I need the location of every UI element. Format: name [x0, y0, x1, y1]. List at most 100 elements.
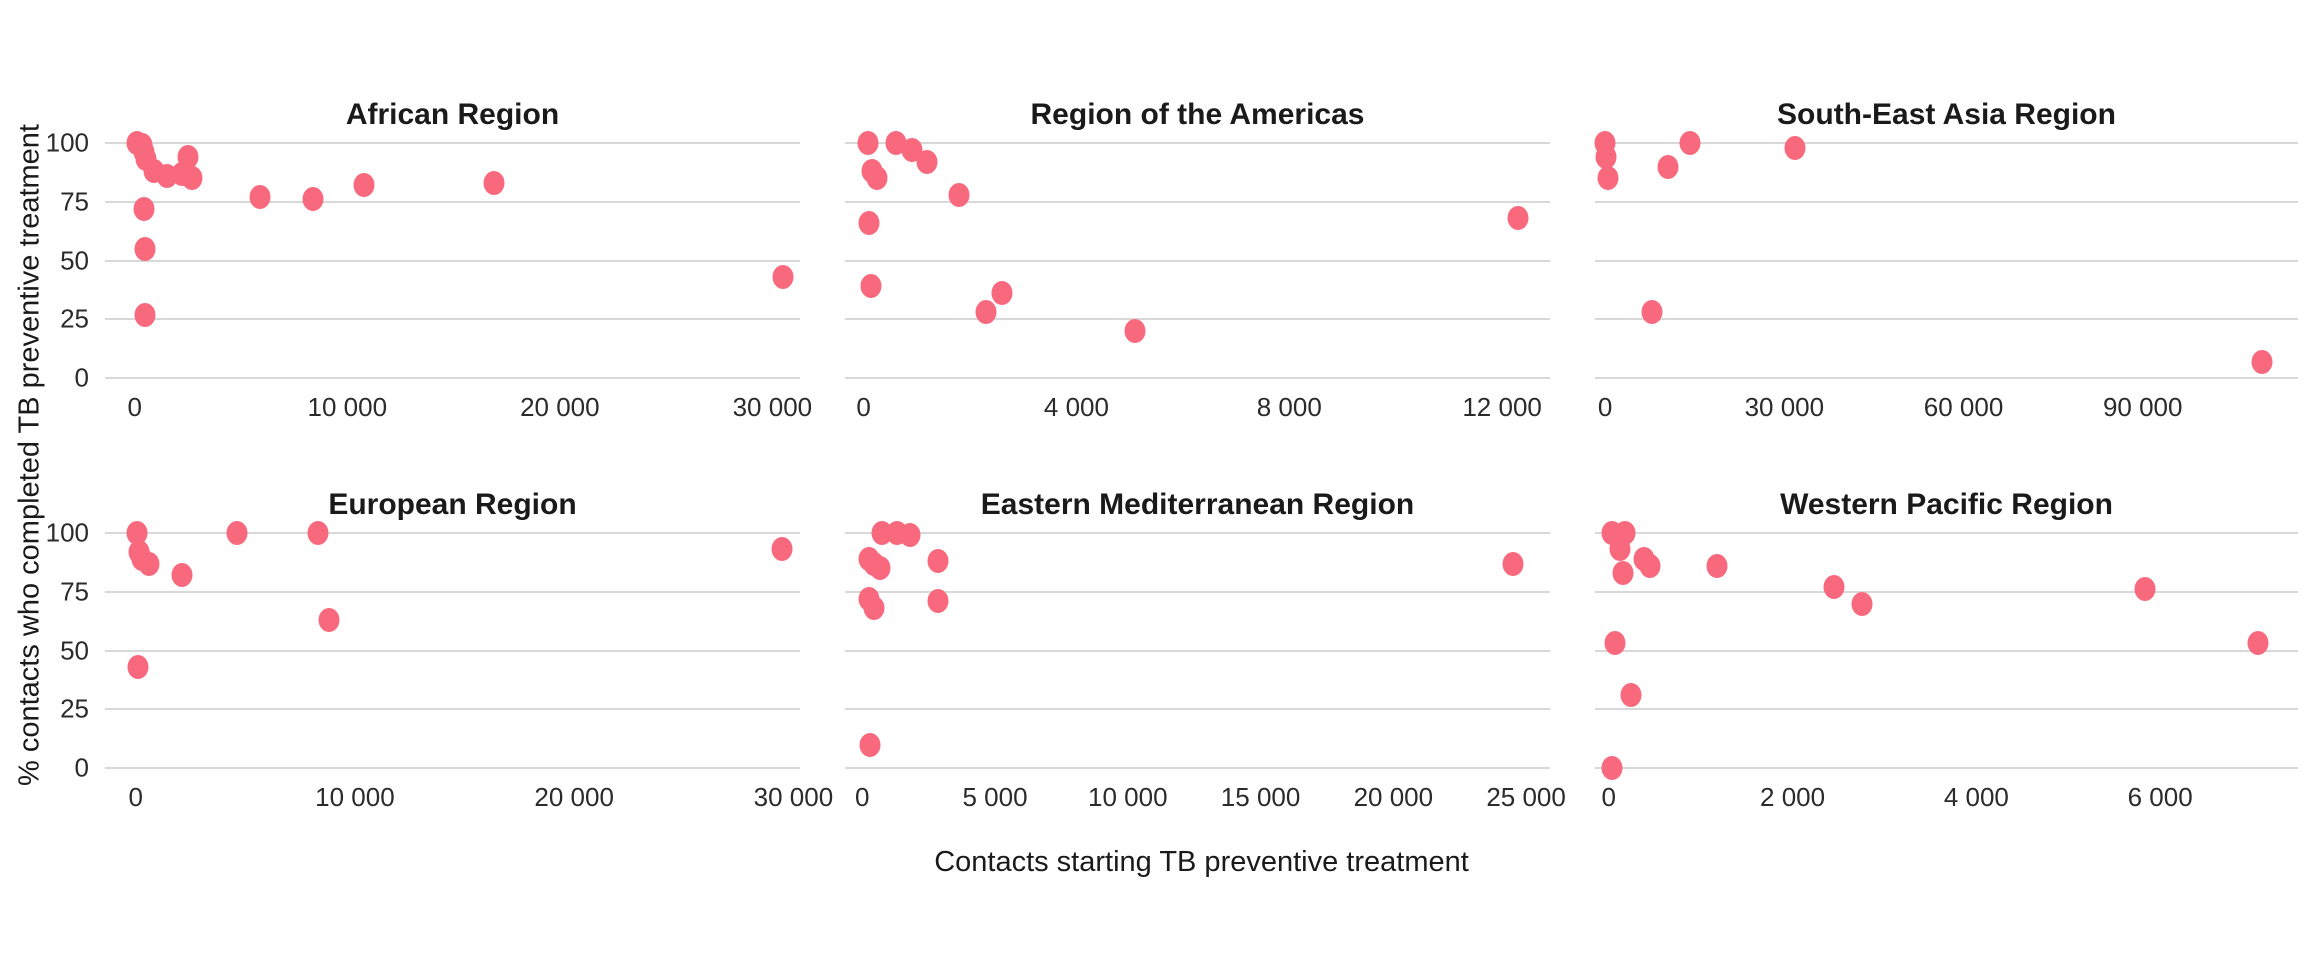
data-point: [1609, 537, 1631, 562]
x-tick-label: 30 000: [732, 392, 813, 422]
x-axis-tick-labels: 0 2 000 4 000 6 000: [1595, 782, 2298, 818]
gridline-y-75: [1595, 200, 2298, 203]
y-tick-label: 100: [45, 517, 89, 548]
data-point: [927, 549, 949, 574]
gridline-y-75: [845, 590, 1550, 593]
plot-area: [845, 131, 1550, 379]
facet-panel: Western Pacific Region 0 2 000 4 000 6 000: [1595, 450, 2298, 840]
data-point: [1507, 206, 1529, 231]
x-tick-label: 5 000: [962, 782, 1028, 812]
gridline-y-50: [105, 259, 800, 262]
data-point: [177, 145, 199, 170]
gridline-y-25: [845, 318, 1550, 321]
data-point: [859, 732, 881, 757]
gridline-y-50: [845, 259, 1550, 262]
x-tick-label: 20 000: [534, 782, 614, 812]
x-tick-label: 15 000: [1220, 782, 1301, 812]
x-tick-label: 30 000: [1744, 392, 1825, 422]
y-tick-label: 75: [60, 186, 89, 217]
panel-title: Region of the Americas: [1030, 98, 1365, 131]
gridline-y-0: [845, 377, 1550, 379]
data-point: [772, 264, 794, 289]
data-point: [353, 173, 375, 198]
gridline-y-50: [845, 649, 1550, 652]
data-point: [1502, 551, 1524, 576]
x-tick-label: 0: [1601, 782, 1617, 812]
gridline-y-75: [845, 200, 1550, 203]
data-point: [1124, 319, 1146, 343]
data-point: [1706, 553, 1728, 578]
gridline-y-25: [105, 318, 800, 321]
y-tick-label: 0: [74, 362, 89, 393]
data-point: [138, 551, 160, 576]
gridline-y-25: [1595, 708, 2298, 711]
x-axis-tick-labels: 0 10 000 20 000 30 000: [105, 392, 813, 428]
panel-title: Eastern Mediterranean Region: [980, 488, 1415, 521]
y-tick-label: 50: [60, 635, 89, 665]
gridline-y-25: [1595, 318, 2298, 321]
data-point: [975, 300, 997, 325]
data-point: [126, 521, 148, 545]
facet-panel: Region of the Americas 0 4 000 8 000 12 000: [845, 60, 1550, 450]
x-tick-label: 10 000: [1088, 782, 1168, 812]
data-point: [133, 196, 155, 221]
data-point: [226, 521, 248, 545]
gridline-y-100: [105, 532, 800, 534]
data-point: [2251, 349, 2273, 374]
plot-area: 100 75 50 25 0: [46, 128, 800, 393]
plot-area: [845, 521, 1550, 769]
data-point: [1657, 154, 1679, 179]
x-tick-label: 10 000: [315, 782, 395, 812]
x-axis-tick-labels: 0 4 000 8 000 12 000: [845, 392, 1550, 428]
x-axis-tick-labels: 0 10 000 20 000 30 000: [105, 782, 833, 818]
data-point: [857, 131, 879, 155]
panel-title: Western Pacific Region: [1780, 488, 2113, 521]
y-tick-label: 50: [60, 245, 89, 275]
gridline-y-100: [1595, 532, 2298, 534]
data-point: [302, 187, 324, 212]
data-point: [171, 563, 193, 588]
gridline-y-100: [1595, 142, 2298, 144]
x-axis-title: Contacts starting TB preventive treatmen…: [934, 846, 1469, 878]
x-tick-label: 25 000: [1486, 782, 1566, 812]
data-point: [1601, 756, 1623, 780]
data-point: [1823, 575, 1845, 600]
gridline-y-100: [845, 142, 1550, 144]
panel-title: European Region: [328, 488, 577, 521]
data-point: [916, 149, 938, 174]
gridline-y-75: [1595, 590, 2298, 593]
data-point: [2134, 577, 2156, 602]
data-point: [1595, 145, 1617, 170]
data-point: [1679, 131, 1701, 155]
data-point: [885, 131, 907, 155]
data-point: [1851, 591, 1873, 616]
data-point: [1612, 560, 1634, 585]
data-point: [869, 556, 891, 581]
y-tick-label: 0: [74, 752, 89, 783]
data-point: [899, 523, 921, 548]
y-tick-label: 75: [60, 576, 89, 607]
x-tick-label: 6 000: [2127, 782, 2193, 812]
gridline-y-0: [105, 767, 800, 769]
data-point: [1639, 553, 1661, 578]
gridline-y-75: [105, 200, 800, 203]
y-tick-label: 25: [60, 303, 89, 334]
plot-area: [1595, 521, 2298, 780]
x-tick-label: 0: [855, 782, 870, 812]
x-tick-label: 30 000: [753, 782, 834, 812]
data-point: [318, 607, 340, 632]
data-point: [866, 166, 888, 191]
gridline-y-0: [105, 377, 800, 379]
data-point: [1604, 631, 1626, 656]
gridline-y-25: [845, 708, 1550, 711]
x-tick-label: 10 000: [307, 392, 388, 422]
x-tick-label: 4 000: [1943, 782, 2009, 812]
x-tick-label: 4 000: [1043, 392, 1109, 422]
x-tick-label: 0: [856, 392, 871, 422]
plot-area: [1594, 131, 2298, 379]
data-point: [1641, 300, 1663, 325]
data-point: [901, 138, 922, 163]
panels-grid: African Region 100 75 50 25 0 0 10 000 20 000 3…: [46, 60, 2298, 840]
data-point: [134, 236, 156, 261]
